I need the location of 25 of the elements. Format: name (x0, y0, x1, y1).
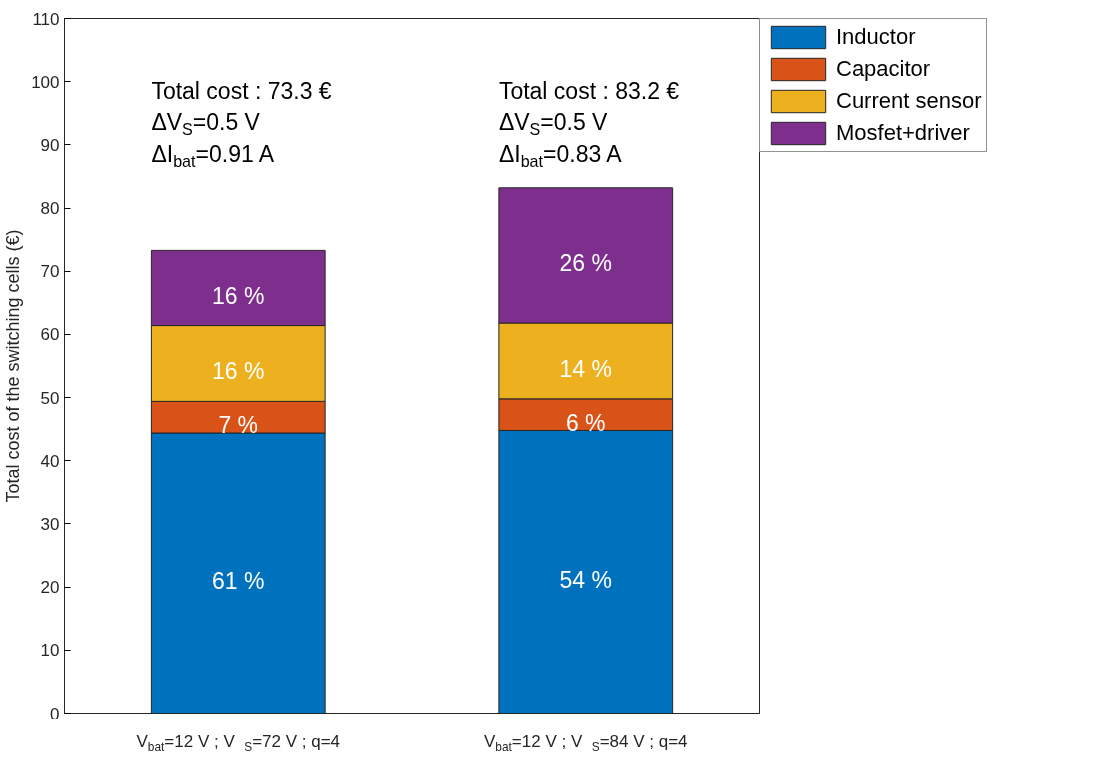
y-tick-label: 10 (40, 641, 60, 661)
legend-label: Capacitor (836, 56, 931, 82)
y-axis-title: Total cost of the switching cells (€) (3, 229, 24, 503)
y-tick-label: 60 (40, 325, 60, 345)
annotation: 16 % (212, 358, 265, 385)
y-tick-label: 90 (40, 135, 60, 155)
y-tick-label: 70 (40, 262, 60, 282)
annotation: 14 % (559, 355, 612, 382)
annotation: 16 % (212, 282, 265, 309)
y-tick-label: 100 (31, 72, 60, 92)
annotation: 6 % (565, 409, 606, 436)
annotation: 26 % (559, 250, 612, 277)
legend-label: Mosfet+driver (836, 120, 970, 146)
annotation: 7 % (218, 412, 259, 439)
y-tick-label: 110 (32, 9, 60, 29)
y-tick-label: 20 (40, 578, 60, 598)
annotation: 54 % (559, 566, 612, 593)
y-tick-label: 30 (40, 514, 60, 534)
annotation: 61 % (212, 568, 265, 595)
y-tick-label: 0 (50, 704, 60, 724)
legend-label: Current sensor (836, 88, 982, 114)
y-tick-label: 80 (40, 199, 60, 219)
legend-label: Inductor (836, 24, 916, 50)
y-tick-label: 50 (40, 388, 60, 408)
y-tick-label: 40 (40, 451, 60, 471)
